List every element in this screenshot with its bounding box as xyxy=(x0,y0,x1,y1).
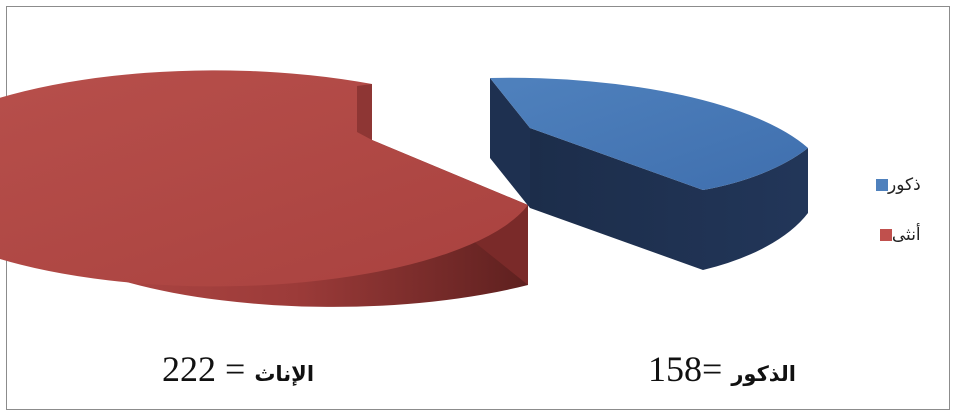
legend: ذكور أنثى xyxy=(870,172,921,272)
data-label-male-value: 158 xyxy=(648,349,702,389)
legend-swatch-female xyxy=(879,229,892,241)
data-label-male-sep: = xyxy=(702,349,732,389)
pie-slice-male-wall xyxy=(490,78,530,208)
pie-slice-female-notch xyxy=(357,84,372,140)
pie-slice-male xyxy=(490,77,808,190)
data-label-female-value: 222 xyxy=(162,349,216,389)
data-label-female-sep: = xyxy=(216,349,246,389)
legend-label-male: ذكور xyxy=(888,175,921,195)
pie-slice-female xyxy=(0,70,528,287)
data-label-male: 158= الذكور xyxy=(648,348,796,390)
data-label-female: 222 = الإناث xyxy=(162,348,314,390)
data-label-male-text: الذكور xyxy=(731,362,796,386)
legend-label-female: أنثى xyxy=(891,225,921,245)
legend-item-male: ذكور xyxy=(870,172,921,198)
legend-swatch-male xyxy=(876,179,888,191)
pie-slice-male-side xyxy=(530,128,808,270)
legend-item-female: أنثى xyxy=(870,222,921,248)
data-label-female-text: الإناث xyxy=(254,362,315,386)
